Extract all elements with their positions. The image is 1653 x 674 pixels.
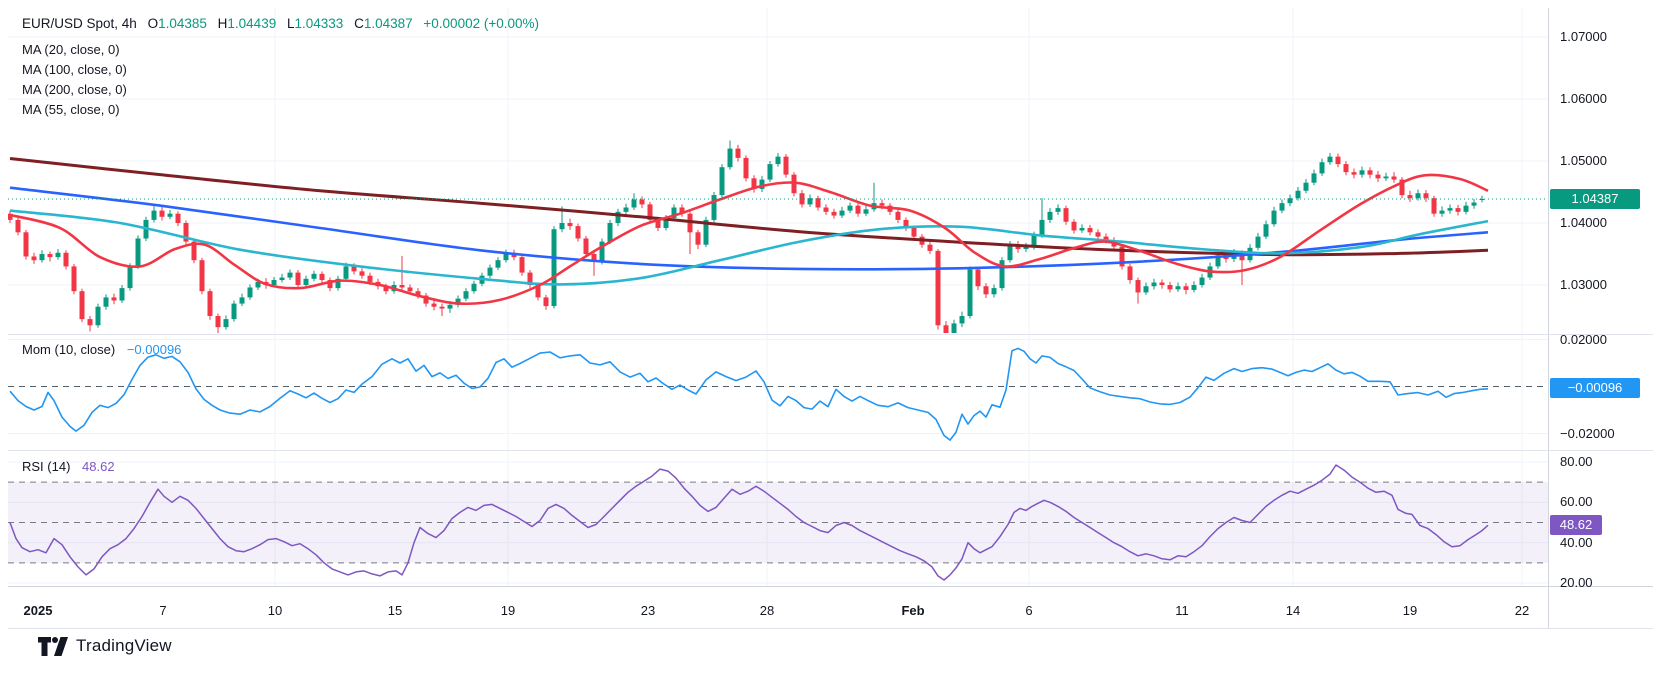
price-tick-label: 1.07000 [1560,29,1607,44]
panel-separator-rsi[interactable] [8,450,1653,451]
open-label: O [147,16,159,31]
legend-ma-20[interactable]: MA (20, close, 0) [22,42,120,57]
legend-ma-200[interactable]: MA (200, close, 0) [22,82,127,97]
time-tick-label: 19 [500,603,516,618]
time-tick-label: 7 [159,603,167,618]
symbol-title[interactable]: EUR/USD Spot, 4h [22,16,137,31]
legend-momentum[interactable]: Mom (10, close) −0.00096 [22,342,181,357]
momentum-tick-label: 0.02000 [1560,331,1607,347]
panel-separator-momentum[interactable] [8,334,1653,335]
momentum-label: Mom (10, close) [22,342,116,357]
price-tick-label: 1.05000 [1560,153,1607,168]
rsi-tick-label: 40.00 [1560,534,1593,550]
rsi-panel[interactable] [8,464,1548,581]
legend-rsi[interactable]: RSI (14) 48.62 [22,459,115,474]
time-tick-label: Feb [901,603,925,618]
tradingview-logo-icon [38,636,68,656]
price-axis-border [1548,8,1549,628]
time-tick-label: 2025 [23,603,53,618]
momentum-value-badge: −0.00096 [1550,378,1640,398]
change-value: +0.00002 (+0.00%) [423,16,539,31]
high-value: 1.04439 [227,16,277,31]
legend-ma-100[interactable]: MA (100, close, 0) [22,62,127,77]
high-label: H [217,16,228,31]
momentum-tick-label: −0.02000 [1560,425,1615,441]
time-tick-label: 23 [640,603,656,618]
legend-ma-55[interactable]: MA (55, close, 0) [22,102,120,117]
tradingview-brand-text: TradingView [76,636,172,655]
price-tick-label: 1.06000 [1560,91,1607,106]
tradingview-watermark[interactable]: TradingView [38,636,172,656]
momentum-value: −0.00096 [126,342,182,357]
rsi-label: RSI (14) [22,459,71,474]
time-tick-label: 6 [1025,603,1033,618]
rsi-value-badge: 48.62 [1550,515,1602,535]
rsi-value: 48.62 [82,459,115,474]
time-tick-label: 22 [1514,603,1530,618]
low-value: 1.04333 [294,16,344,31]
open-value: 1.04385 [158,16,207,31]
time-tick-label: 28 [759,603,775,618]
price-panel[interactable] [8,140,1549,341]
price-tick-label: 1.03000 [1560,277,1607,292]
rsi-tick-label: 80.00 [1560,454,1593,469]
rsi-tick-label: 60.00 [1560,494,1593,510]
last-price-badge: 1.04387 [1550,189,1640,209]
time-axis-border [8,586,1653,587]
time-tick-label: 10 [267,603,283,618]
price-tick-label: 1.04000 [1560,215,1607,230]
momentum-panel[interactable] [8,347,1548,441]
chart-bottom-border [8,628,1653,629]
time-tick-label: 19 [1402,603,1418,618]
symbol-legend[interactable]: EUR/USD Spot, 4h O1.04385 H1.04439 L1.04… [22,16,539,31]
low-label: L [286,16,295,31]
time-tick-label: 15 [387,603,403,618]
time-tick-label: 14 [1285,603,1301,618]
close-value: 1.04387 [363,16,413,31]
rsi-tick-label: 20.00 [1560,575,1593,590]
time-tick-label: 11 [1175,603,1189,618]
close-label: C [354,16,364,31]
